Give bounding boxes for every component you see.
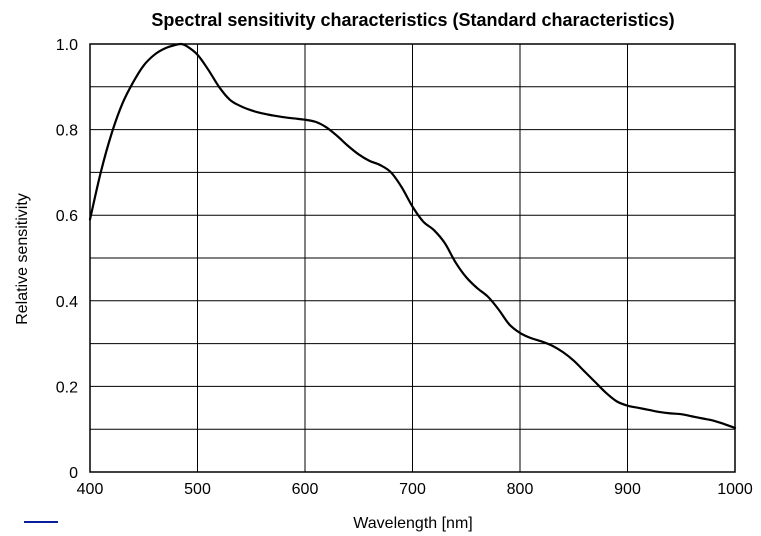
y-tick-label: 1.0 bbox=[56, 37, 78, 54]
tick-layer: 400 500 600 700 800 900 1000 0 0.2 0.4 0.6 0.8 1.0 bbox=[56, 37, 753, 498]
x-tick-label: 900 bbox=[614, 481, 641, 498]
x-axis-label: Wavelength [nm] bbox=[353, 515, 472, 532]
x-tick-label: 400 bbox=[77, 481, 104, 498]
y-tick-label: 0 bbox=[69, 465, 78, 482]
x-tick-label: 500 bbox=[184, 481, 211, 498]
chart-title: Spectral sensitivity characteristics (St… bbox=[151, 10, 674, 30]
y-tick-label: 0.4 bbox=[56, 294, 78, 311]
y-tick-label: 0.2 bbox=[56, 379, 78, 396]
x-tick-label: 700 bbox=[399, 481, 426, 498]
y-tick-label: 0.6 bbox=[56, 208, 78, 225]
y-axis-label: Relative sensitivity bbox=[14, 193, 31, 325]
y-tick-label: 0.8 bbox=[56, 123, 78, 140]
decorative-underline-mark bbox=[24, 521, 58, 523]
plot-frame bbox=[89, 43, 736, 473]
grid-layer bbox=[90, 44, 735, 472]
x-tick-label: 1000 bbox=[717, 481, 753, 498]
series-line bbox=[88, 42, 737, 430]
x-tick-label: 800 bbox=[507, 481, 534, 498]
x-tick-label: 600 bbox=[292, 481, 319, 498]
